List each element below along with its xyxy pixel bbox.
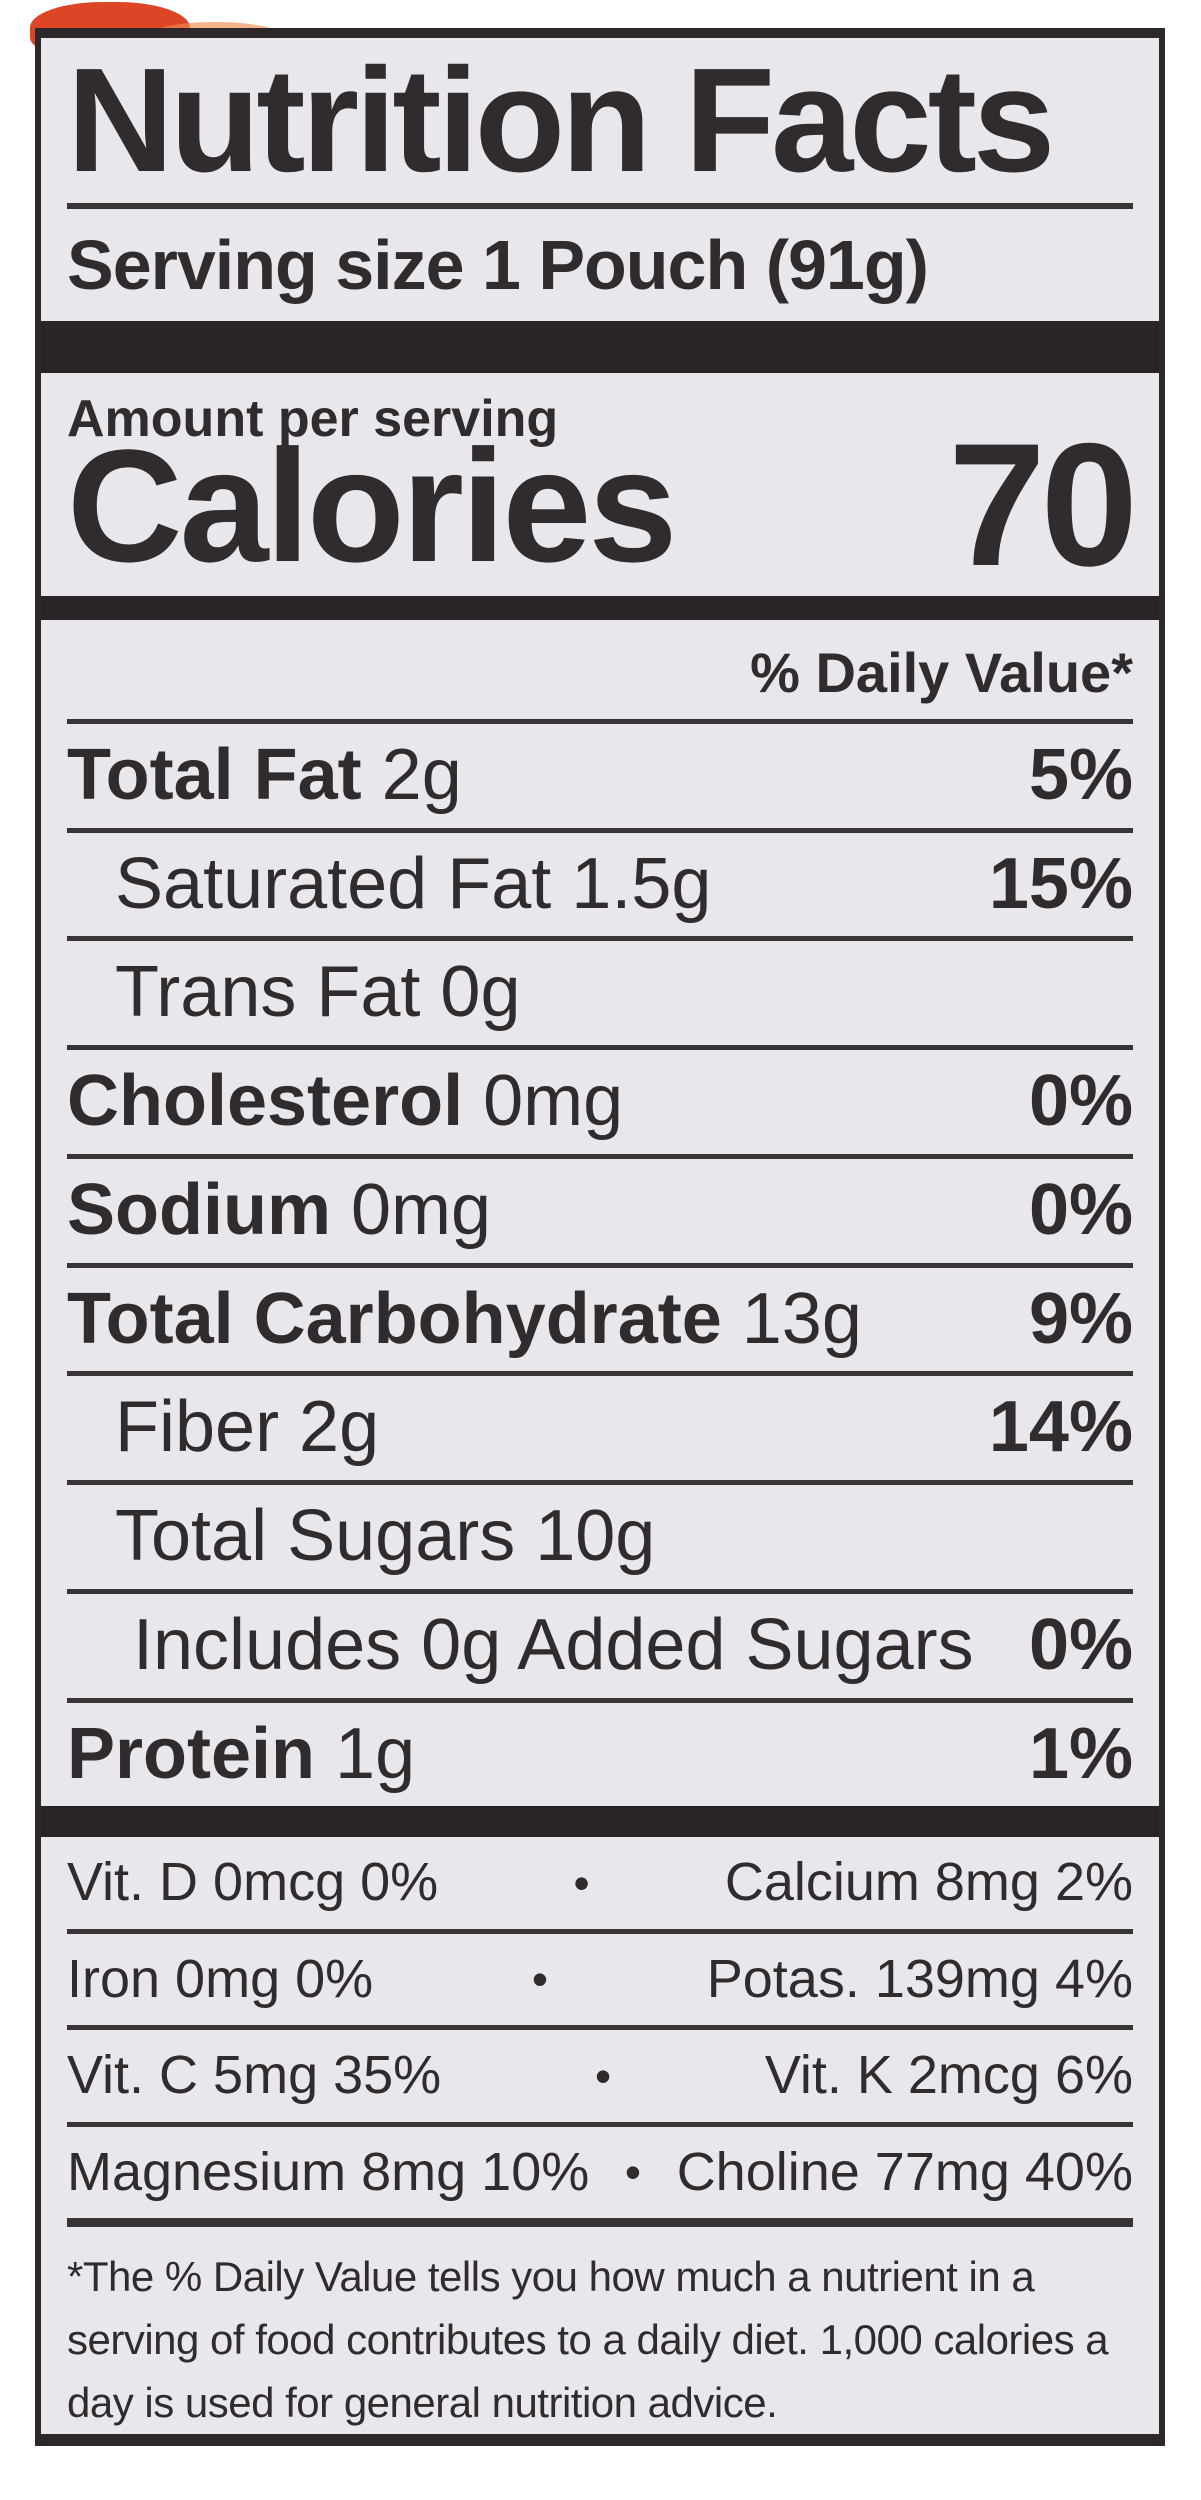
nutrient-row: Fiber 2g 14% xyxy=(67,1376,1133,1486)
daily-value-header: % Daily Value* xyxy=(67,620,1133,724)
micronutrient-right: Choline 77mg 40% xyxy=(676,2141,1133,2202)
nutrient-name-amount: Total Carbohydrate 13g xyxy=(67,1278,862,1359)
label-title: Nutrition Facts xyxy=(67,38,1133,209)
calories-row: Calories 70 xyxy=(67,408,1138,604)
nutrient-daily-value: 14% xyxy=(988,1387,1133,1468)
nutrient-name-amount: Fiber 2g xyxy=(115,1387,380,1468)
nutrient-row: Total Fat 2g 5% xyxy=(67,724,1133,833)
amount-per-serving-label: Amount per serving xyxy=(67,390,559,449)
calories-value: 70 xyxy=(948,408,1138,604)
nutrient-name-amount: Total Fat 2g xyxy=(67,734,462,815)
nutrient-row: Cholesterol 0mg 0% xyxy=(67,1050,1133,1159)
nutrient-name-amount: Includes 0g Added Sugars xyxy=(133,1604,974,1685)
daily-value-footnote: *The % Daily Value tells you how much a … xyxy=(67,2253,1109,2426)
nutrient-row: Total Sugars 10g xyxy=(67,1485,1133,1594)
medium-divider xyxy=(41,596,1159,620)
micronutrient-row: Iron 0mg 0% • Potas. 139mg 4% xyxy=(67,1934,1133,2031)
micronutrient-row: Magnesium 8mg 10% • Choline 77mg 40% xyxy=(67,2127,1133,2227)
micronutrient-row: Vit. D 0mcg 0% • Calcium 8mg 2% xyxy=(67,1837,1133,1934)
micronutrient-left: Magnesium 8mg 10% xyxy=(67,2141,590,2202)
nutrient-name-amount: Cholesterol 0mg xyxy=(67,1061,624,1142)
micronutrient-right: Vit. K 2mcg 6% xyxy=(764,2045,1133,2106)
micronutrient-rows: Vit. D 0mcg 0% • Calcium 8mg 2% Iron 0mg 0%… xyxy=(67,1837,1133,2227)
nutrient-name-amount: Protein 1g xyxy=(67,1713,416,1794)
nutrient-daily-value: 5% xyxy=(1028,734,1133,815)
nutrient-row: Saturated Fat 1.5g 15% xyxy=(67,833,1133,942)
micronutrient-right: Calcium 8mg 2% xyxy=(724,1852,1133,1913)
micronutrient-left: Iron 0mg 0% xyxy=(67,1948,374,2009)
serving-size-line: Serving size 1 Pouch (91g) xyxy=(67,225,929,304)
nutrient-daily-value: 9% xyxy=(1028,1278,1133,1359)
bullet-separator: • xyxy=(624,2146,642,2198)
nutrient-row: Sodium 0mg 0% xyxy=(67,1159,1133,1268)
nutrient-daily-value: 15% xyxy=(988,843,1133,924)
nutrient-rows: Total Fat 2g 5% Saturated Fat 1.5g 15% Trans… xyxy=(67,724,1133,1807)
nutrient-name-amount: Trans Fat 0g xyxy=(115,952,521,1033)
micronutrient-right: Potas. 139mg 4% xyxy=(706,1948,1133,2009)
nutrient-daily-value: 0% xyxy=(1028,1604,1133,1685)
nutrient-name-amount: Saturated Fat 1.5g xyxy=(115,843,712,924)
nutrition-facts-label: Nutrition Facts Serving size 1 Pouch (91… xyxy=(35,28,1165,2446)
nutrient-row: Total Carbohydrate 13g 9% xyxy=(67,1268,1133,1377)
nutrient-name-amount: Total Sugars 10g xyxy=(115,1496,656,1577)
thick-divider-bottom xyxy=(41,1806,1159,1838)
nutrient-daily-value: 0% xyxy=(1028,1061,1133,1142)
bullet-separator: • xyxy=(594,2049,612,2102)
bullet-separator: • xyxy=(531,1953,548,2006)
nutrient-row: Includes 0g Added Sugars 0% xyxy=(67,1594,1133,1703)
micronutrient-left: Vit. C 5mg 35% xyxy=(67,2045,442,2106)
nutrient-name-amount: Sodium 0mg xyxy=(67,1169,492,1250)
calories-label: Calories xyxy=(67,416,677,596)
micronutrient-left: Vit. D 0mcg 0% xyxy=(67,1852,439,1913)
nutrient-daily-value: 0% xyxy=(1028,1169,1133,1250)
micronutrient-row: Vit. C 5mg 35% • Vit. K 2mcg 6% xyxy=(67,2030,1133,2127)
nutrient-row: Protein 1g 1% xyxy=(67,1703,1133,1807)
bullet-separator: • xyxy=(573,1856,590,1909)
nutrient-row: Trans Fat 0g xyxy=(67,941,1133,1051)
nutrient-daily-value: 1% xyxy=(1028,1713,1133,1794)
thick-divider-top xyxy=(41,320,1159,374)
